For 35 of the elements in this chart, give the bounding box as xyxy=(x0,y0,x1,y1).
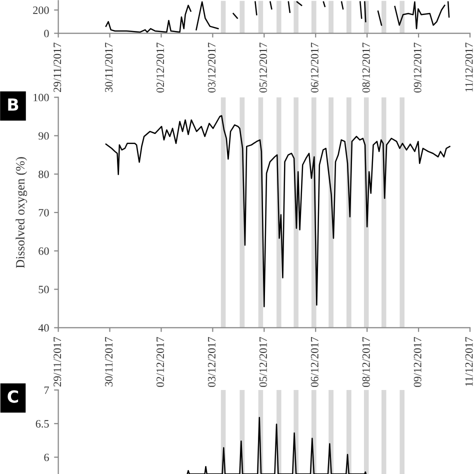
y-tick-label: 100 xyxy=(34,94,49,102)
x-tick-label: 05/12/2017 xyxy=(259,42,267,93)
y-tick-label: 6 xyxy=(44,454,49,462)
y-tick-label: 60 xyxy=(38,247,49,255)
y-tick-label: 80 xyxy=(38,170,49,178)
x-tick-label: 03/12/2017 xyxy=(208,42,216,93)
line-series xyxy=(105,115,450,308)
x-tick-label: 02/12/2017 xyxy=(156,42,164,93)
x-tick-label: 30/11/2017 xyxy=(105,42,113,92)
x-tick-label: 29/11/2017 xyxy=(54,337,62,386)
x-tick-label: 09/12/2017 xyxy=(414,337,422,387)
chart-title: C xyxy=(8,390,18,403)
y-tick-label: 6.5 xyxy=(36,420,49,428)
chart-title: B xyxy=(8,98,18,111)
x-tick-label: 30/11/2017 xyxy=(105,337,113,386)
y-tick-label: 70 xyxy=(38,208,49,216)
line-series xyxy=(186,416,367,474)
x-tick-label: 09/12/2017 xyxy=(414,42,422,93)
x-tick-label: 29/11/2017 xyxy=(54,42,62,92)
y-tick-label: 0 xyxy=(44,30,49,38)
y-tick-label: 40 xyxy=(38,324,49,332)
x-tick-label: 11/12/2017 xyxy=(465,337,473,386)
x-tick-label: 02/12/2017 xyxy=(156,337,164,387)
x-tick-label: 05/12/2017 xyxy=(259,337,267,387)
y-tick-label: 90 xyxy=(38,132,49,140)
y-tick-label: 200 xyxy=(33,6,49,14)
x-tick-label: 03/12/2017 xyxy=(208,337,216,387)
x-tick-label: 11/12/2017 xyxy=(465,42,473,92)
x-tick-label: 06/12/2017 xyxy=(310,42,318,93)
x-tick-label: 08/12/2017 xyxy=(362,42,370,93)
x-tick-label: 06/12/2017 xyxy=(310,337,318,387)
y-tick-label: 7 xyxy=(44,386,49,394)
x-tick-label: 08/12/2017 xyxy=(362,337,370,387)
y-tick-label: 50 xyxy=(38,286,49,294)
y-axis-title: Dissolved oxygen (%) xyxy=(16,157,28,268)
